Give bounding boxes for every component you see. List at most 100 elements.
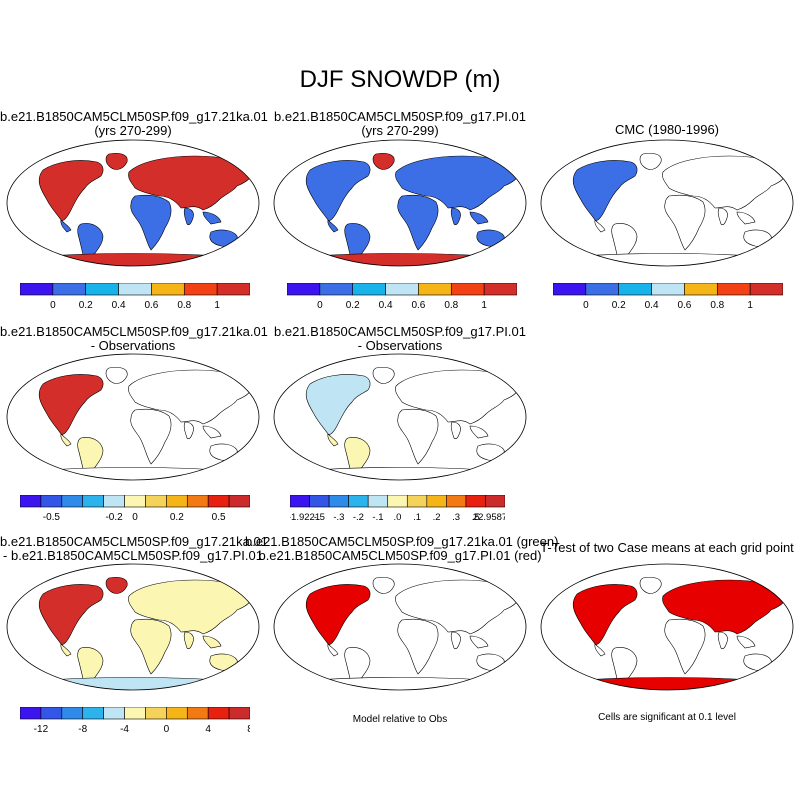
colorbar-tick-label: 0: [132, 512, 138, 523]
panel-3-title: CMC (1980-1996): [614, 122, 720, 137]
land-africa: [130, 618, 172, 675]
land-seasia: [469, 635, 489, 649]
land-africa: [664, 618, 706, 675]
colorbar-swatch: [465, 495, 486, 508]
colorbar-swatch: [553, 283, 587, 296]
colorbar-tick-label: 1: [214, 300, 220, 311]
colorbar-swatch: [446, 495, 467, 508]
colorbar-tick-label: -.3: [333, 512, 344, 523]
colorbar-panel-7: -12-8-404812: [20, 707, 250, 735]
land-greenland: [105, 576, 128, 594]
land-na: [305, 584, 371, 645]
panel-9-title: T-Test of two Case means at each grid po…: [540, 540, 794, 555]
colorbar-tick-label: 1: [747, 300, 753, 311]
colorbar-swatch: [387, 495, 408, 508]
land-india: [450, 207, 461, 226]
colorbar-tick-label: -0.5: [43, 512, 61, 523]
map-panel-5: [273, 353, 527, 481]
land-africa: [130, 194, 172, 251]
land-na: [38, 374, 104, 435]
land-ca: [327, 643, 339, 657]
land-na: [38, 160, 104, 221]
colorbar-tick-label: 0.2: [170, 512, 184, 523]
land-seasia: [202, 425, 222, 439]
colorbar-swatch: [290, 495, 310, 508]
colorbar-swatch: [166, 707, 188, 720]
colorbar-swatch: [61, 495, 84, 508]
colorbar-swatch: [103, 707, 125, 720]
land-seasia: [736, 635, 756, 649]
colorbar-swatch: [352, 283, 386, 296]
colorbar-tick-label: 0: [50, 300, 56, 311]
colorbar-swatch: [418, 283, 452, 296]
colorbar-tick-label: .3: [452, 512, 460, 523]
colorbar-tick-label: .2: [433, 512, 441, 523]
colorbar-swatch: [228, 707, 250, 720]
colorbar-swatch: [118, 283, 152, 296]
colorbar-tick-label: 4: [205, 724, 211, 735]
colorbar-swatch: [385, 283, 419, 296]
land-seasia: [202, 211, 222, 225]
colorbar-panel-2: 0 0.2 0.4 0.6 0.8 1: [287, 283, 517, 311]
colorbar-swatch: [186, 495, 209, 508]
colorbar-tick-label: 0.4: [112, 300, 126, 311]
panel-1-title: b.e21.B1850CAM5CLM50SP.f09_g17.21ka.01 (y…: [0, 109, 268, 138]
colorbar-swatch: [82, 707, 104, 720]
colorbar-tick-label: 0.6: [677, 300, 691, 311]
colorbar-swatch: [716, 283, 751, 296]
colorbar-panel-4: -0.5 -0.2 0 0.2 0.5: [20, 495, 250, 523]
panel-4-title: b.e21.B1850CAM5CLM50SP.f09_g17.21ka.01- …: [0, 324, 268, 353]
map-panel-3: [540, 139, 794, 267]
colorbar-tick-label: -1.9221: [290, 512, 320, 523]
land-na: [572, 160, 638, 221]
colorbar-tick-label: 0.2: [79, 300, 93, 311]
colorbar-panel-1: 0 0.2 0.4 0.6 0.8 1: [20, 283, 250, 311]
colorbar-tick-label: .1: [413, 512, 421, 523]
panel-8-title: b.e21.B1850CAM5CLM50SP.f09_g17.21ka.01 (…: [245, 534, 559, 563]
land-india: [450, 421, 461, 440]
colorbar-swatch: [367, 495, 389, 508]
land-africa: [397, 194, 439, 251]
land-na: [38, 584, 104, 645]
land-na: [305, 374, 371, 435]
land-ca: [327, 433, 339, 447]
land-seasia: [469, 425, 489, 439]
colorbar-tick-label: -12: [34, 724, 49, 735]
colorbar-tick-label: 0.8: [710, 300, 724, 311]
colorbar-tick-label: 1: [481, 300, 487, 311]
panel-5-title: b.e21.B1850CAM5CLM50SP.f09_g17.PI.01- Ob…: [274, 324, 526, 353]
land-seasia: [469, 211, 489, 225]
land-seasia: [736, 211, 756, 225]
land-ca: [594, 219, 606, 233]
land-india: [450, 631, 461, 650]
colorbar-tick-label: -8: [78, 724, 87, 735]
colorbar-tick-label: -0.2: [105, 512, 123, 523]
colorbar-swatch: [145, 707, 167, 720]
colorbar-swatch: [450, 283, 485, 296]
colorbar-swatch: [348, 495, 369, 508]
colorbar-swatch: [328, 495, 349, 508]
colorbar-swatch: [207, 495, 230, 508]
land-na: [305, 160, 371, 221]
map-panel-2: [273, 139, 527, 267]
colorbar-swatch: [406, 495, 428, 508]
land-africa: [664, 194, 706, 251]
panel-9-note: Cells are significant at 0.1 level: [598, 712, 736, 723]
land-india: [183, 631, 194, 650]
panel-2-title: b.e21.B1850CAM5CLM50SP.f09_g17.PI.01 (yrs…: [274, 109, 526, 138]
land-greenland: [639, 152, 662, 170]
land-seasia: [202, 635, 222, 649]
map-panel-4: [6, 353, 260, 481]
colorbar-swatch: [485, 495, 505, 508]
colorbar-swatch: [40, 495, 63, 508]
colorbar-tick-label: 0: [583, 300, 589, 311]
colorbar-swatch: [183, 283, 218, 296]
land-africa: [397, 618, 439, 675]
colorbar-tick-label: 22.9587: [473, 512, 505, 523]
land-greenland: [639, 576, 662, 594]
colorbar-tick-label: 0.8: [444, 300, 458, 311]
colorbar-panel-5: -1.9221-.5 -.3 -.2 -.1 .0 .1 .2 .3 .522.9587: [290, 495, 505, 523]
colorbar-swatch: [40, 707, 63, 720]
colorbar-swatch: [82, 495, 104, 508]
page-title: DJF SNOWDP (m): [299, 66, 501, 93]
